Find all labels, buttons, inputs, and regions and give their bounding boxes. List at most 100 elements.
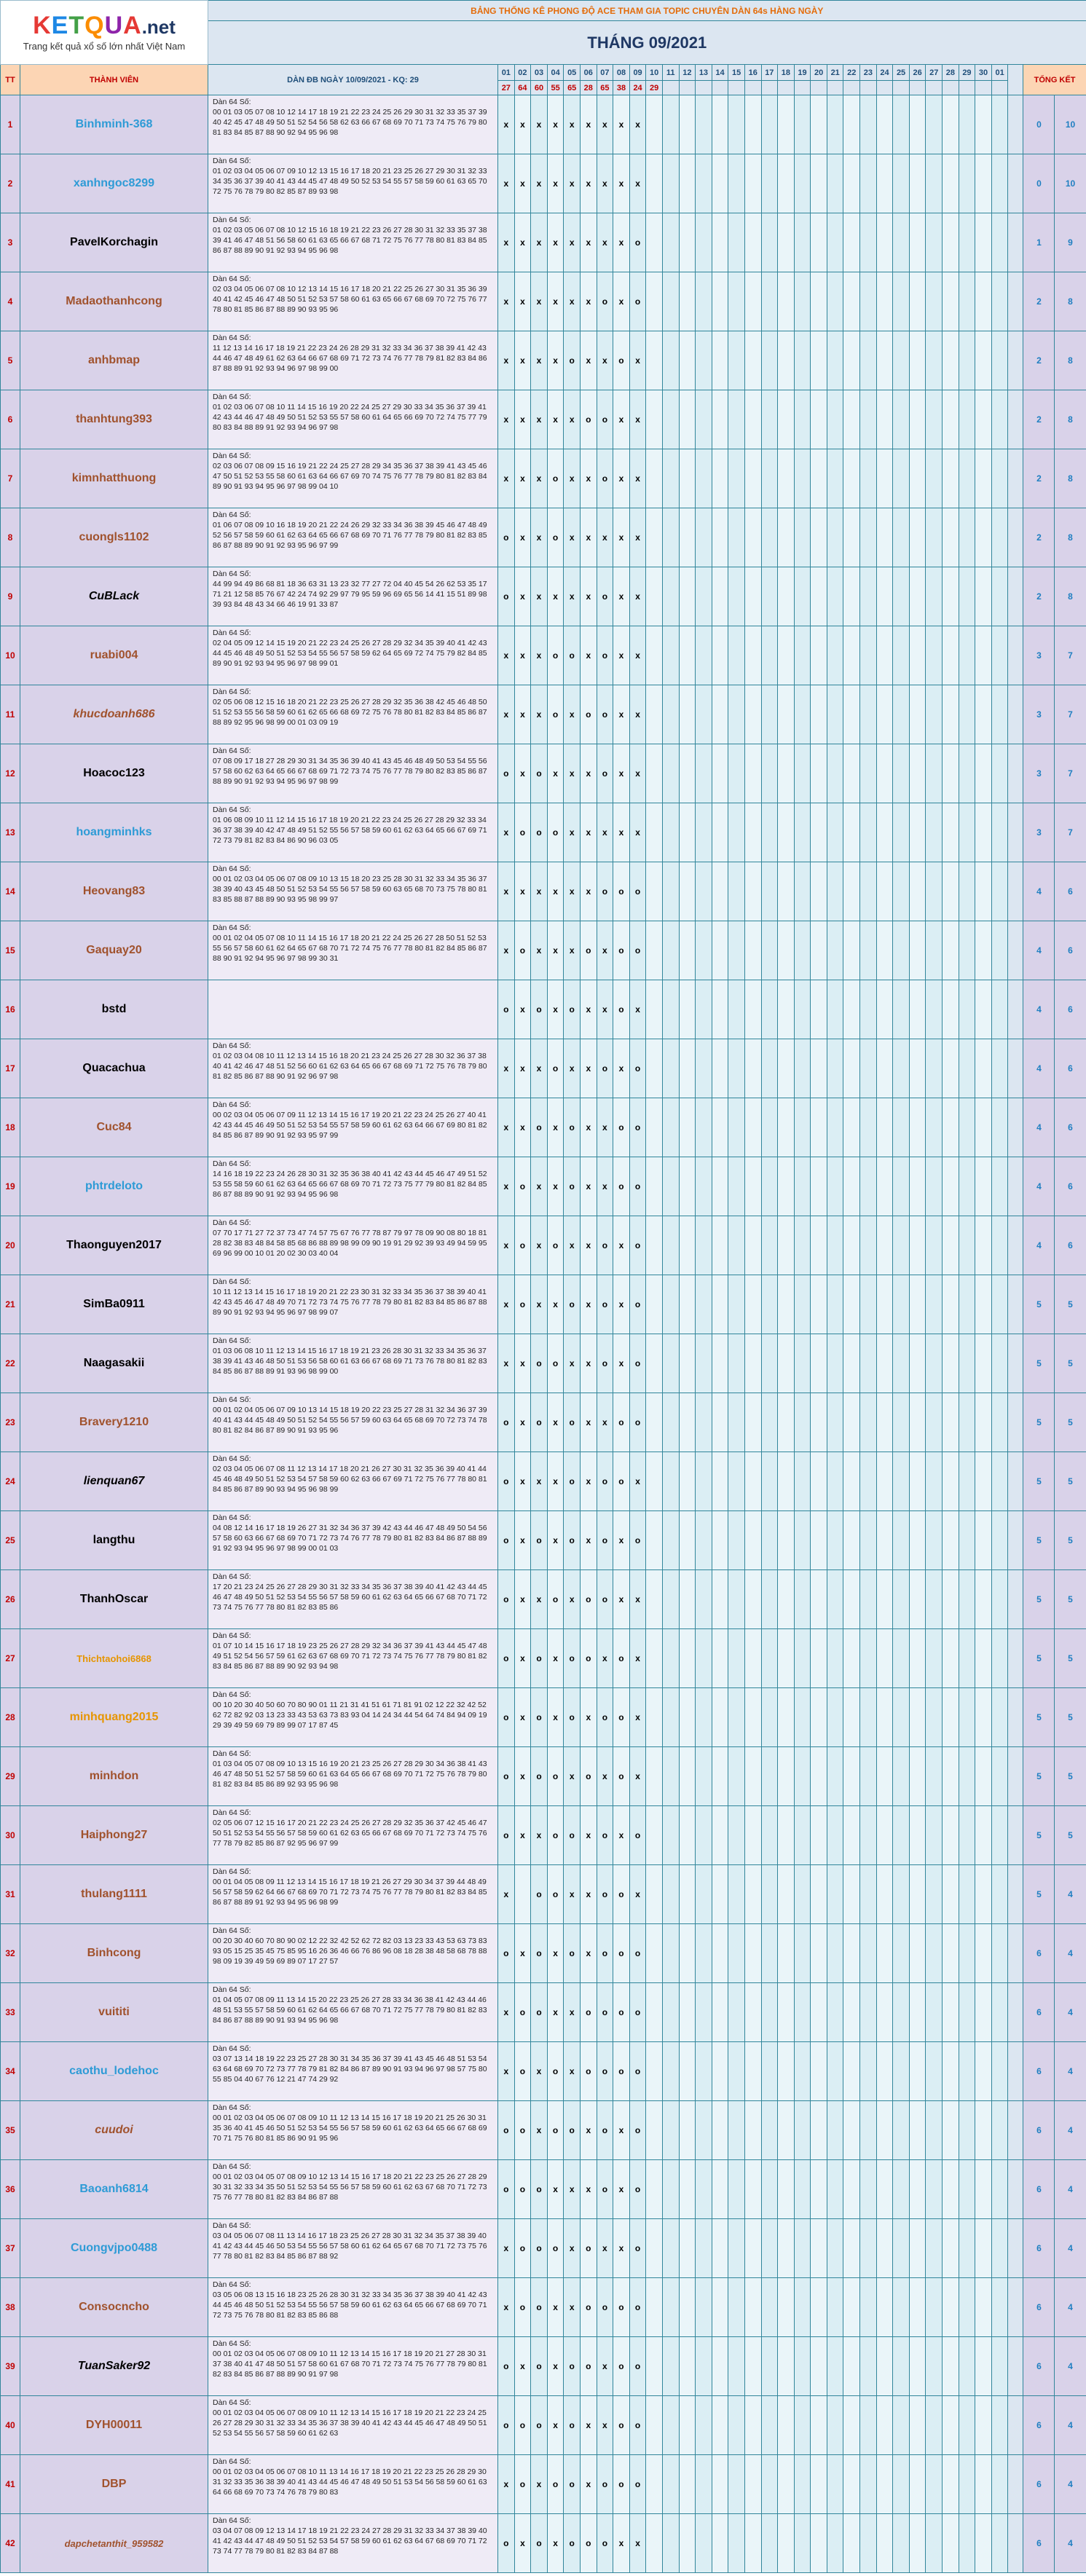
day-mark bbox=[810, 390, 827, 449]
day-mark bbox=[793, 449, 811, 508]
day-mark bbox=[876, 2277, 894, 2337]
day-mark bbox=[728, 1687, 745, 1747]
day-mark: x bbox=[629, 331, 647, 390]
day-mark bbox=[695, 1805, 712, 1865]
day-mark bbox=[859, 1569, 877, 1629]
day-mark bbox=[826, 331, 844, 390]
day-mark: o bbox=[546, 2454, 564, 2514]
day-mark: o bbox=[530, 803, 548, 862]
day-mark bbox=[892, 1805, 910, 1865]
day-mark bbox=[760, 1982, 779, 2042]
dan-label: Dàn 64 Số: bbox=[213, 157, 251, 165]
day-result bbox=[661, 80, 680, 95]
day-mark bbox=[777, 803, 795, 862]
table-row: 35 cuudoi Dàn 64 Số: 00 01 02 03 04 05 06 0… bbox=[0, 2100, 1086, 2160]
day-mark bbox=[793, 2277, 811, 2337]
day-mark bbox=[760, 390, 779, 449]
day-mark bbox=[892, 2218, 910, 2278]
summary-o: 4 bbox=[1023, 862, 1055, 921]
day-mark bbox=[645, 1746, 663, 1806]
day-mark bbox=[859, 1687, 877, 1747]
day-mark bbox=[958, 2218, 976, 2278]
day-mark bbox=[942, 95, 959, 154]
day-mark bbox=[975, 2100, 992, 2160]
day-mark bbox=[760, 803, 779, 862]
day-mark bbox=[810, 1687, 827, 1747]
day-mark bbox=[777, 2336, 795, 2396]
dan-list: 00 01 02 04 05 06 07 09 10 13 14 15 18 1… bbox=[213, 1406, 487, 1435]
day-mark: o bbox=[596, 862, 614, 921]
day-mark bbox=[645, 1864, 663, 1924]
day-mark: x bbox=[530, 862, 548, 921]
day-mark: x bbox=[613, 2513, 630, 2573]
day-mark bbox=[958, 2454, 976, 2514]
day-mark bbox=[661, 980, 680, 1039]
dan-list: 00 10 20 30 40 50 60 70 80 90 01 11 21 3… bbox=[213, 1701, 487, 1730]
day-mark: x bbox=[579, 980, 597, 1039]
row-number: 11 bbox=[0, 685, 20, 744]
day-mark bbox=[975, 2159, 992, 2219]
dan-numbers: Dàn 64 Số: 00 20 30 40 60 70 80 90 02 12 … bbox=[208, 1923, 499, 1983]
day-mark bbox=[645, 2336, 663, 2396]
member-name: Naagasakii bbox=[19, 1334, 209, 1393]
day-mark: o bbox=[563, 1628, 581, 1688]
day-mark bbox=[678, 803, 696, 862]
day-mark: o bbox=[497, 567, 515, 626]
dan-list: 03 05 06 08 13 15 16 18 23 25 26 28 30 3… bbox=[213, 2291, 487, 2320]
day-mark: o bbox=[530, 1510, 548, 1570]
day-mark bbox=[876, 1982, 894, 2042]
day-mark bbox=[892, 567, 910, 626]
day-mark bbox=[876, 1039, 894, 1098]
day-mark: x bbox=[530, 154, 548, 213]
day-mark bbox=[958, 685, 976, 744]
day-mark: o bbox=[629, 2336, 647, 2396]
day-mark bbox=[843, 1923, 861, 1983]
dan-numbers: Dàn 64 Số: 07 70 17 71 27 72 37 73 47 74 … bbox=[208, 1216, 499, 1275]
day-mark bbox=[711, 508, 729, 567]
day-mark bbox=[975, 744, 992, 803]
day-mark bbox=[826, 1393, 844, 1452]
table-row: 20 Thaonguyen2017 Dàn 64 Số: 07 70 17 71 27… bbox=[0, 1216, 1086, 1275]
day-mark bbox=[843, 1864, 861, 1924]
day-header: 12 bbox=[678, 64, 696, 81]
day-mark bbox=[991, 331, 1009, 390]
summary-o: 4 bbox=[1023, 921, 1055, 980]
day-mark bbox=[777, 1275, 795, 1334]
day-mark bbox=[645, 980, 663, 1039]
day-mark bbox=[876, 1864, 894, 1924]
day-mark bbox=[958, 2513, 976, 2573]
day-header: 15 bbox=[728, 64, 745, 81]
logo-letter: U bbox=[104, 12, 124, 39]
gap bbox=[1007, 2041, 1024, 2101]
day-result: 65 bbox=[596, 80, 614, 95]
day-result bbox=[760, 80, 779, 95]
day-mark bbox=[975, 685, 992, 744]
day-mark: x bbox=[497, 1982, 515, 2042]
day-mark bbox=[810, 1923, 827, 1983]
day-mark bbox=[958, 1157, 976, 1216]
summary-x: 5 bbox=[1054, 1452, 1086, 1511]
day-mark bbox=[991, 1923, 1009, 1983]
day-mark: o bbox=[613, 1687, 630, 1747]
day-mark bbox=[744, 1982, 762, 2042]
day-mark bbox=[942, 1393, 959, 1452]
day-mark bbox=[942, 1923, 959, 1983]
logo-letter: A bbox=[123, 12, 142, 39]
day-mark: o bbox=[629, 1805, 647, 1865]
summary-o: 3 bbox=[1023, 744, 1055, 803]
member-name: ruabi004 bbox=[19, 626, 209, 685]
row-number: 7 bbox=[0, 449, 20, 508]
day-mark bbox=[892, 2277, 910, 2337]
gap bbox=[1007, 213, 1024, 272]
day-mark bbox=[744, 154, 762, 213]
day-mark: x bbox=[579, 2159, 597, 2219]
day-mark bbox=[942, 331, 959, 390]
day-mark: x bbox=[497, 390, 515, 449]
day-mark bbox=[661, 2454, 680, 2514]
day-mark: x bbox=[629, 390, 647, 449]
day-mark bbox=[925, 1982, 943, 2042]
day-mark bbox=[744, 95, 762, 154]
day-mark bbox=[958, 803, 976, 862]
day-mark bbox=[975, 2513, 992, 2573]
day-mark bbox=[661, 2513, 680, 2573]
